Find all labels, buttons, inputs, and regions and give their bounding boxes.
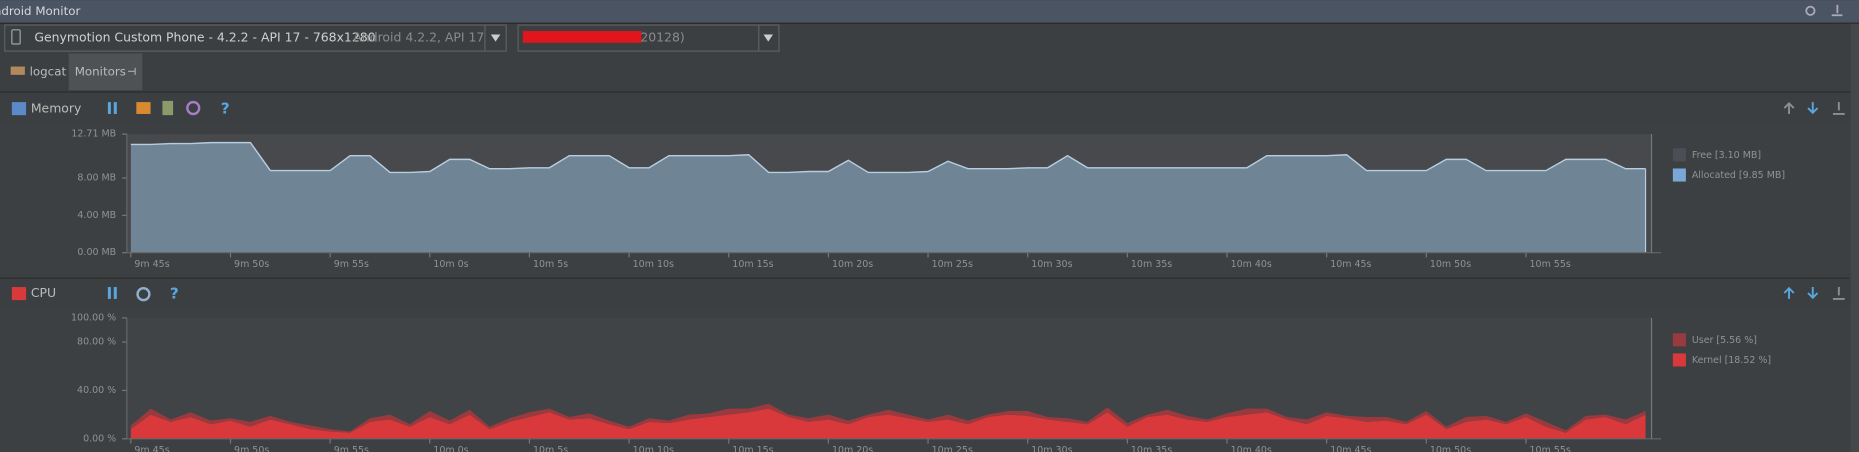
y-tick-label: 4.00 MB xyxy=(77,210,116,221)
pause-icon xyxy=(113,287,117,299)
up-icon[interactable] xyxy=(1783,286,1795,299)
x-tick-label: 10m 50s xyxy=(1430,445,1471,452)
y-tick-label: 0.00 MB xyxy=(77,247,116,258)
help-icon[interactable]: ? xyxy=(221,100,230,118)
window-title: Android Monitor xyxy=(0,4,80,18)
x-tick-label: 10m 55s xyxy=(1530,259,1571,270)
x-tick-label: 10m 20s xyxy=(832,445,873,452)
x-tick-label: 10m 35s xyxy=(1131,445,1172,452)
device-dropdown[interactable] xyxy=(4,24,507,52)
legend-label: Kernel [18.52 %] xyxy=(1692,355,1771,366)
alloc-icon[interactable] xyxy=(186,100,201,116)
hide-icon[interactable] xyxy=(1832,102,1845,115)
y-tick-label: 0.00 % xyxy=(83,433,116,444)
title-bar-icons[interactable] xyxy=(1805,4,1843,17)
x-tick-label: 10m 5s xyxy=(533,259,568,270)
settings-icon[interactable] xyxy=(1805,5,1816,16)
pause-icon xyxy=(113,102,117,114)
x-tick-label: 10m 45s xyxy=(1330,259,1371,270)
down-icon[interactable] xyxy=(1807,102,1819,115)
y-tick-label: 100.00 % xyxy=(71,312,116,323)
x-tick-label: 9m 45s xyxy=(134,259,169,270)
process-name: (20128) xyxy=(635,30,684,45)
y-tick-label: 40.00 % xyxy=(77,385,116,396)
memory-nav[interactable] xyxy=(1783,101,1845,115)
tab-logcat[interactable]: logcat xyxy=(30,64,67,78)
y-tick-label: 80.00 % xyxy=(77,337,116,348)
pin-icon[interactable] xyxy=(128,67,136,75)
down-icon[interactable] xyxy=(1807,287,1819,300)
x-tick-label: 10m 50s xyxy=(1430,259,1471,270)
pause-icon[interactable] xyxy=(107,287,111,299)
x-tick-label: 10m 0s xyxy=(433,445,468,452)
x-tick-label: 10m 10s xyxy=(633,445,674,452)
separator xyxy=(0,277,1850,279)
dropdown-arrow[interactable] xyxy=(763,34,774,42)
cpu-icon xyxy=(11,287,27,301)
x-tick-label: 9m 50s xyxy=(234,259,269,270)
area-fill xyxy=(130,142,1646,253)
dump-icon[interactable] xyxy=(162,100,174,116)
y-tick-label: 12.71 MB xyxy=(71,129,116,140)
legend-swatch xyxy=(1672,353,1686,367)
x-tick-label: 10m 55s xyxy=(1530,445,1571,452)
cpu-label: CPU xyxy=(31,285,56,300)
device-detail: Android 4.2.2, API 17 xyxy=(353,30,484,45)
x-tick-label: 9m 50s xyxy=(234,445,269,452)
x-tick-label: 10m 20s xyxy=(832,259,873,270)
scrollbar[interactable] xyxy=(1850,23,1859,452)
legend-label: Allocated [9.85 MB] xyxy=(1692,170,1785,181)
x-tick-label: 10m 0s xyxy=(433,259,468,270)
x-tick-label: 10m 30s xyxy=(1031,445,1072,452)
x-tick-label: 10m 15s xyxy=(732,445,773,452)
cpu-toolbar[interactable]: ? xyxy=(107,285,179,303)
x-tick-label: 9m 55s xyxy=(334,445,369,452)
device-icon xyxy=(11,29,21,45)
x-tick-label: 10m 35s xyxy=(1131,259,1172,270)
y-tick-label: 8.00 MB xyxy=(77,173,116,184)
device-name: Genymotion Custom Phone - 4.2.2 - API 17… xyxy=(34,30,375,45)
title-bar xyxy=(0,0,1859,23)
pause-icon[interactable] xyxy=(107,102,111,114)
x-tick-label: 10m 15s xyxy=(732,259,773,270)
stacked-area xyxy=(130,403,1646,433)
hide-arrow xyxy=(1836,4,1839,14)
legend-swatch xyxy=(1672,333,1686,347)
redaction xyxy=(522,30,642,43)
stacked-area xyxy=(130,408,1646,439)
x-tick-label: 10m 40s xyxy=(1231,259,1272,270)
x-tick-label: 10m 5s xyxy=(533,445,568,452)
area-line xyxy=(130,141,1646,174)
x-tick-label: 9m 55s xyxy=(334,259,369,270)
legend-swatch xyxy=(1672,148,1686,162)
tab-monitors[interactable]: Monitors xyxy=(75,64,126,78)
up-icon[interactable] xyxy=(1783,101,1795,114)
memory-label: Memory xyxy=(31,101,82,116)
x-tick-label: 10m 30s xyxy=(1031,259,1072,270)
hide-icon[interactable] xyxy=(1831,14,1843,17)
hide-icon[interactable] xyxy=(1832,287,1845,300)
x-tick-label: 10m 10s xyxy=(633,259,674,270)
help-icon[interactable]: ? xyxy=(170,285,179,303)
gc-icon[interactable] xyxy=(136,102,151,114)
legend-label: Free [3.10 MB] xyxy=(1692,150,1761,161)
x-tick-label: 9m 45s xyxy=(134,445,169,452)
x-tick-label: 10m 40s xyxy=(1231,445,1272,452)
legend-label: User [5.56 %] xyxy=(1692,335,1757,346)
memory-toolbar[interactable]: ? xyxy=(107,100,230,118)
dropdown-arrow[interactable] xyxy=(490,34,501,42)
x-tick-label: 10m 25s xyxy=(932,445,973,452)
cpu-nav[interactable] xyxy=(1783,286,1845,300)
legend-swatch xyxy=(1672,168,1686,182)
x-tick-label: 10m 45s xyxy=(1330,445,1371,452)
trace-icon[interactable] xyxy=(136,287,151,302)
memory-icon xyxy=(11,102,27,116)
logcat-icon xyxy=(10,66,25,75)
x-tick-label: 10m 25s xyxy=(932,259,973,270)
